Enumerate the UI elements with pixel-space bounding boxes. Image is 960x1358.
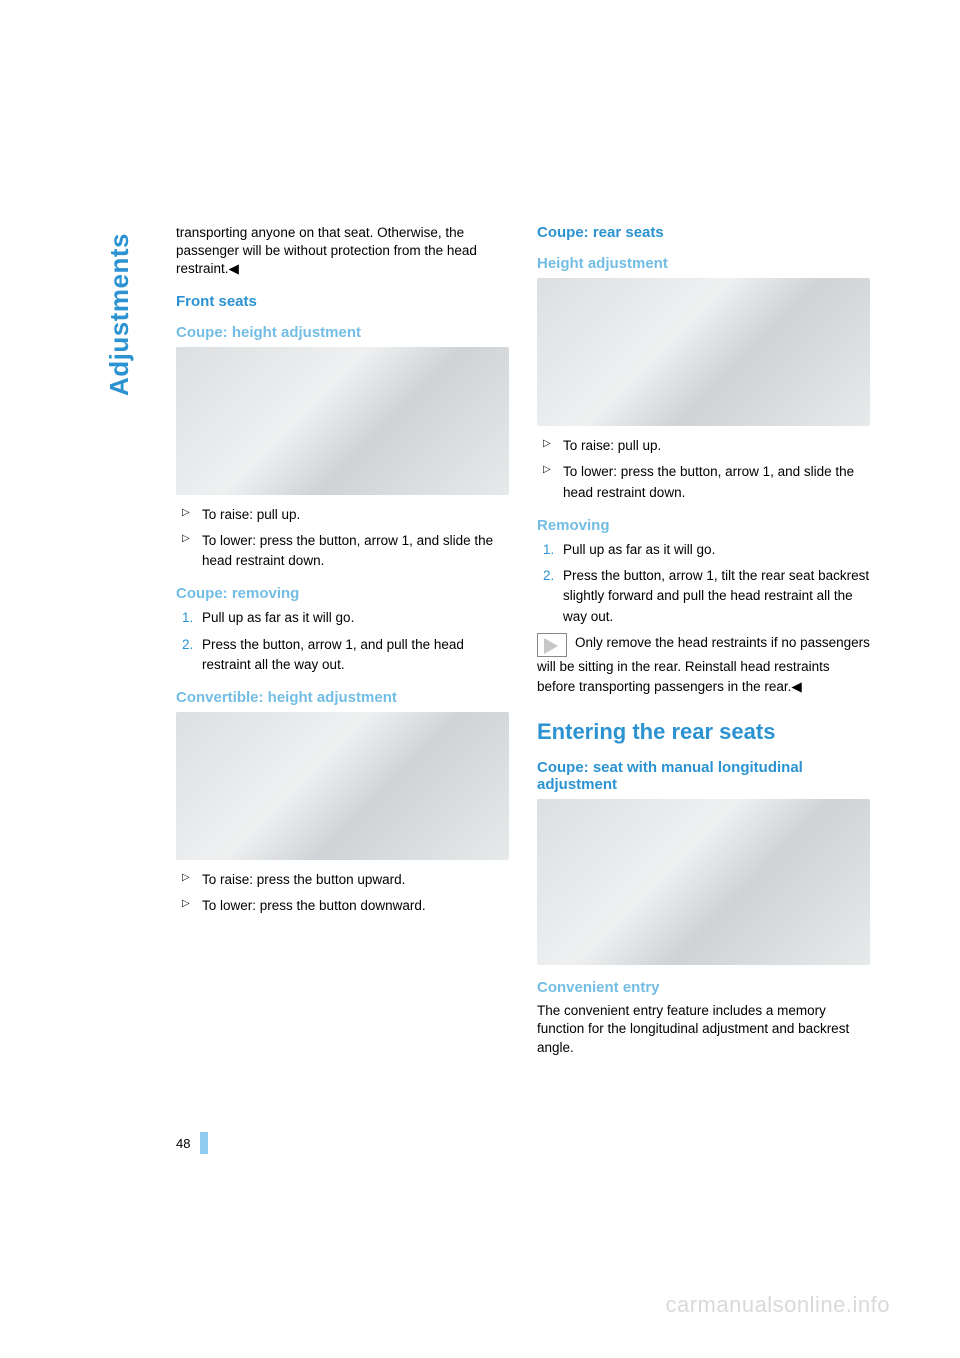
list-item: To lower: press the button, arrow 1, and… — [537, 462, 870, 503]
note-icon — [537, 633, 567, 657]
watermark: carmanualsonline.info — [665, 1292, 890, 1318]
list-item: To raise: pull up. — [176, 505, 509, 525]
left-column: transporting anyone on that seat. Otherw… — [176, 224, 509, 1057]
list-rear-height: To raise: pull up. To lower: press the b… — [537, 436, 870, 503]
list-item: To raise: pull up. — [537, 436, 870, 456]
note-text: Only remove the head restraints if no pa… — [537, 635, 870, 694]
figure-rear-height — [537, 278, 870, 426]
side-section-label: Adjustments — [104, 233, 135, 396]
figure-manual-adjust — [537, 799, 870, 965]
heading-rear-height: Height adjustment — [537, 255, 870, 272]
list-item: To raise: press the button upward. — [176, 870, 509, 890]
heading-coupe-removing: Coupe: removing — [176, 585, 509, 602]
heading-convertible-height: Convertible: height adjustment — [176, 689, 509, 706]
list-item: Press the button, arrow 1, tilt the rear… — [537, 566, 870, 627]
heading-rear-removing: Removing — [537, 517, 870, 534]
list-item: To lower: press the button, arrow 1, and… — [176, 531, 509, 572]
page-number: 48 — [176, 1136, 190, 1151]
page: Adjustments transporting anyone on that … — [0, 0, 960, 1358]
right-column: Coupe: rear seats Height adjustment To r… — [537, 224, 870, 1057]
list-item: Pull up as far as it will go. — [537, 540, 870, 560]
figure-coupe-height — [176, 347, 509, 495]
list-coupe-removing: Pull up as far as it will go. Press the … — [176, 608, 509, 675]
heading-coupe-height: Coupe: height adjustment — [176, 324, 509, 341]
content-columns: transporting anyone on that seat. Otherw… — [176, 224, 870, 1057]
list-item: To lower: press the button downward. — [176, 896, 509, 916]
list-item: Pull up as far as it will go. — [176, 608, 509, 628]
figure-convertible-height — [176, 712, 509, 860]
list-rear-removing: Pull up as far as it will go. Press the … — [537, 540, 870, 627]
heading-front-seats: Front seats — [176, 293, 509, 310]
heading-convenient-entry: Convenient entry — [537, 979, 870, 996]
intro-paragraph: transporting anyone on that seat. Otherw… — [176, 224, 509, 279]
note-block: Only remove the head restraints if no pa… — [537, 633, 870, 698]
list-convertible-height: To raise: press the button upward. To lo… — [176, 870, 509, 917]
page-tick — [200, 1132, 208, 1154]
heading-manual-adjust: Coupe: seat with manual longitudinal adj… — [537, 759, 870, 793]
convenient-entry-text: The convenient entry feature includes a … — [537, 1002, 870, 1057]
heading-rear-seats: Coupe: rear seats — [537, 224, 870, 241]
heading-entering-rear: Entering the rear seats — [537, 719, 870, 745]
page-number-block: 48 — [176, 1132, 208, 1154]
list-coupe-height: To raise: pull up. To lower: press the b… — [176, 505, 509, 572]
list-item: Press the button, arrow 1, and pull the … — [176, 635, 509, 676]
